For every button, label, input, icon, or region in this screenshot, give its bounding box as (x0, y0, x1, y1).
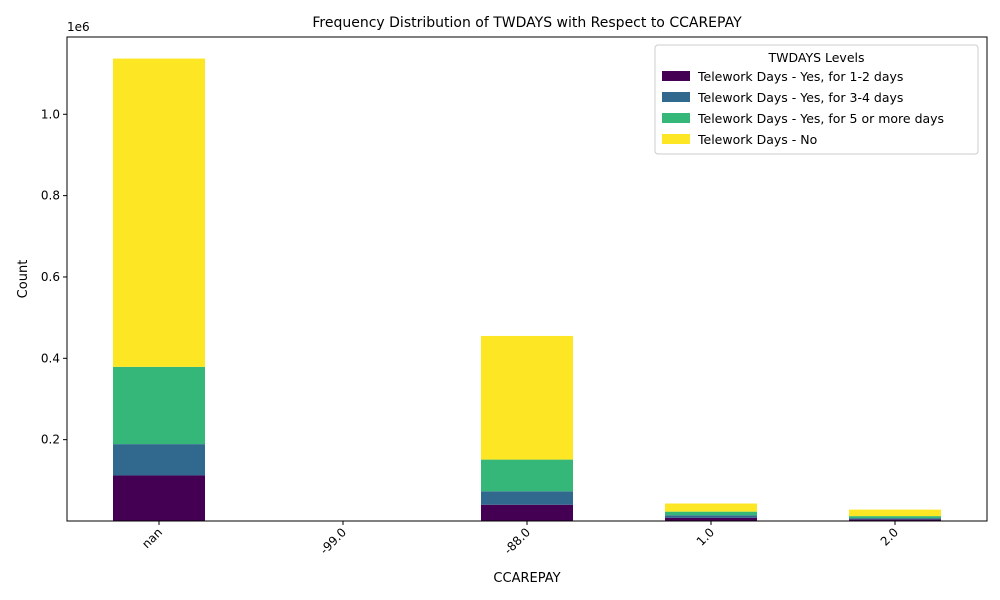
bar-nan-series-0 (113, 475, 205, 521)
y-axis: 0.2 0.4 0.6 0.8 1.0 (41, 107, 67, 447)
bars-group (113, 58, 941, 521)
bar-1.0-series-3 (665, 503, 757, 512)
legend-swatch (662, 113, 690, 123)
y-axis-title: Count (16, 260, 31, 299)
x-tick-label: 1.0 (694, 525, 717, 548)
y-tick-label: 0.4 (41, 351, 60, 365)
x-tick-label: 2.0 (878, 525, 901, 548)
bar--88.0-series-2 (481, 459, 573, 492)
x-tick-label: -99.0 (317, 525, 349, 557)
legend: TWDAYS Levels Telework Days - Yes, for 1-… (654, 44, 979, 155)
legend-box (654, 44, 979, 155)
bar-nan-series-1 (113, 444, 205, 476)
bar-nan-series-2 (113, 366, 205, 445)
bar-nan-series-3 (113, 58, 205, 367)
legend-item-label: Telework Days - No (697, 132, 817, 147)
legend-swatch (662, 71, 690, 81)
bar-2.0-series-1 (849, 518, 941, 520)
legend-item-label: Telework Days - Yes, for 5 or more days (697, 111, 944, 126)
bar-2.0-series-2 (849, 516, 941, 519)
y-tick-label: 1.0 (41, 107, 60, 121)
y-tick-label: 0.8 (41, 189, 60, 203)
chart-title: Frequency Distribution of TWDAYS with Re… (312, 15, 742, 31)
x-axis-title: CCAREPAY (493, 571, 560, 586)
bar--88.0-series-3 (481, 335, 573, 460)
legend-swatch (662, 92, 690, 102)
y-tick-label: 0.6 (41, 270, 60, 284)
bar-1.0-series-0 (665, 517, 757, 521)
y-offset-label: 1e6 (67, 20, 90, 34)
x-tick-label: -88.0 (501, 525, 533, 557)
legend-item-label: Telework Days - Yes, for 1-2 days (697, 69, 903, 84)
x-tick-label: nan (139, 525, 165, 551)
bar-1.0-series-2 (665, 511, 757, 516)
legend-swatch (662, 134, 690, 144)
bar-1.0-series-1 (665, 515, 757, 518)
bar--88.0-series-1 (481, 491, 573, 505)
legend-item-label: Telework Days - Yes, for 3-4 days (697, 90, 903, 105)
y-tick-label: 0.2 (41, 433, 60, 447)
bar--88.0-series-0 (481, 504, 573, 521)
bar-2.0-series-0 (849, 519, 941, 521)
legend-title: TWDAYS Levels (767, 50, 864, 65)
bar-2.0-series-3 (849, 509, 941, 517)
x-axis: nan -99.0 -88.0 1.0 2.0 (139, 521, 901, 557)
